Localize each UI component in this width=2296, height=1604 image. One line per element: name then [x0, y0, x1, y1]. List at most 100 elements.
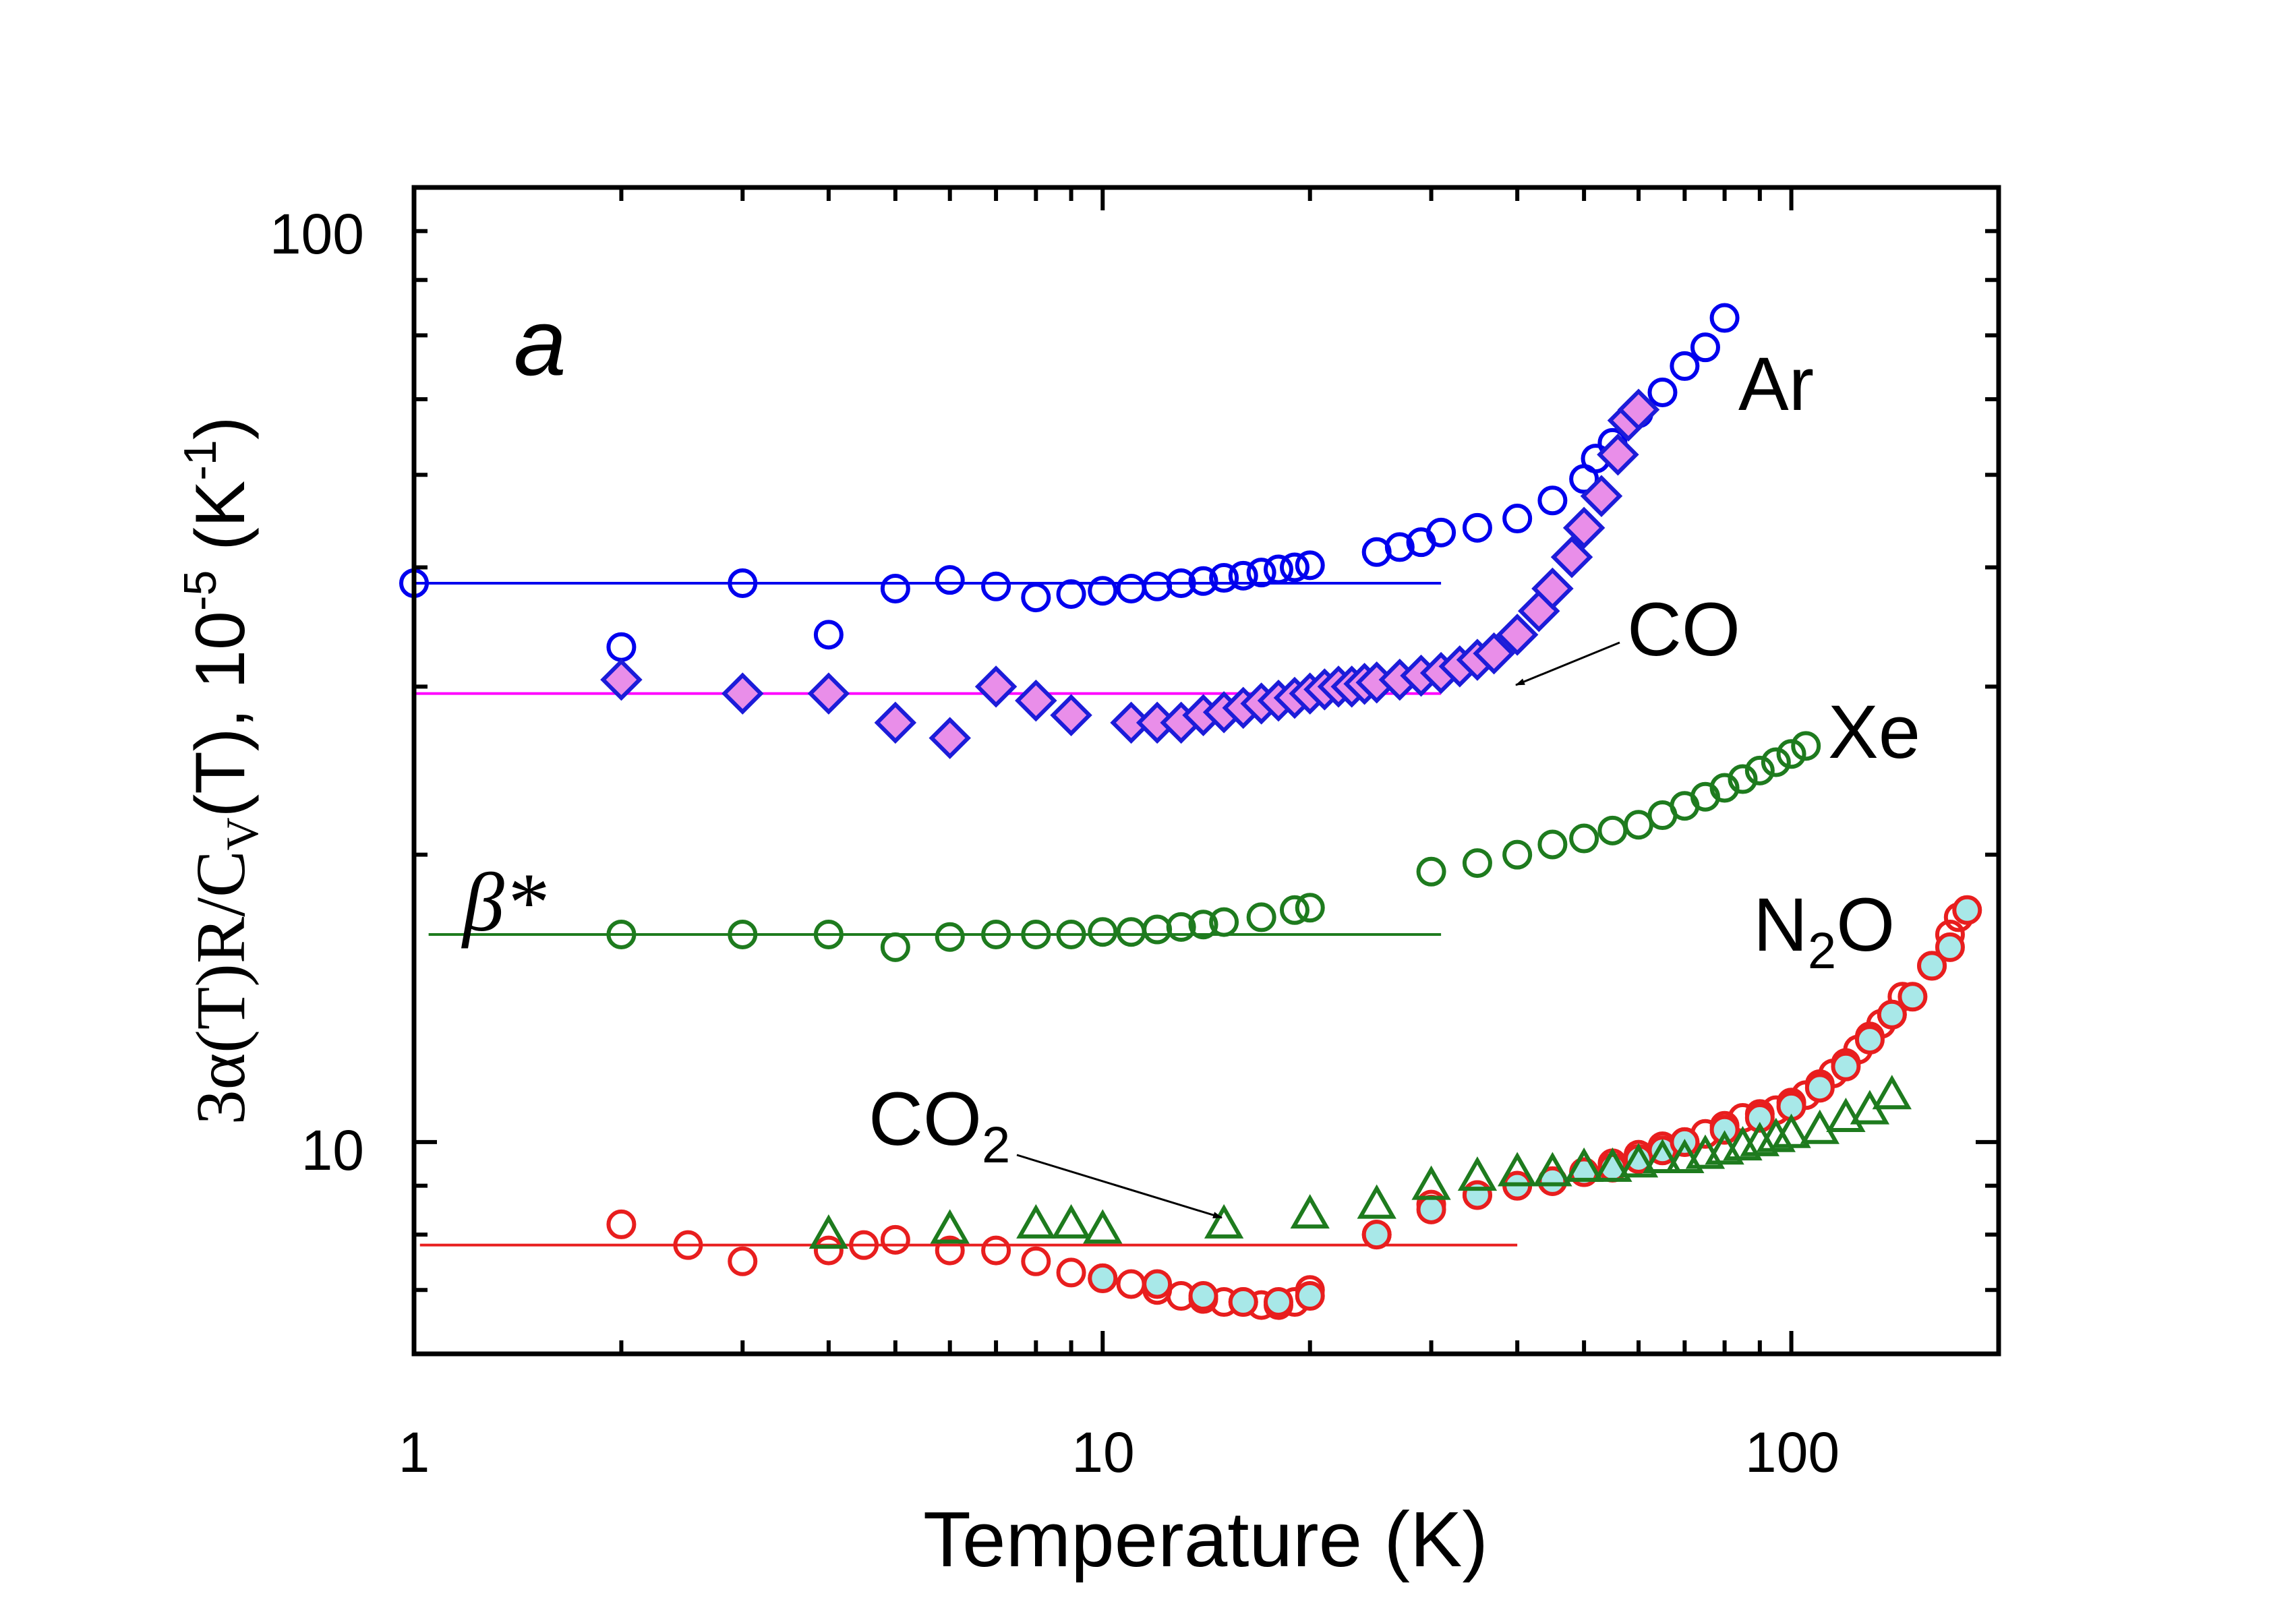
point-co2-8 — [1411, 1165, 1451, 1200]
label-beta-star: β* — [461, 856, 546, 949]
point-n2o-filled--2 — [1188, 1281, 1218, 1311]
point-n2o-filled--23 — [1897, 982, 1928, 1012]
point-co-0 — [600, 658, 643, 701]
point-ar-19 — [1295, 550, 1325, 581]
point-xe-30 — [1761, 747, 1791, 777]
x-tick-label-10: 10 — [1071, 1421, 1134, 1484]
point-n2o-8 — [1021, 1246, 1051, 1276]
point-co2-0 — [808, 1214, 849, 1249]
y-label-sub: V — [216, 817, 268, 850]
point-xe-9 — [1116, 917, 1146, 947]
label-n2o-base: N — [1753, 883, 1808, 967]
point-n2o-filled--1 — [1142, 1269, 1173, 1299]
point-ar-6 — [981, 571, 1011, 601]
series-co — [600, 388, 1660, 759]
point-ar-2 — [728, 568, 758, 598]
point-xe-1 — [728, 919, 758, 949]
point-xe-13 — [1209, 907, 1239, 937]
point-n2o-6 — [935, 1235, 965, 1266]
y-label-part1: 3α(T)R/C — [182, 850, 260, 1125]
point-n2o-filled--16 — [1709, 1115, 1740, 1145]
data-points — [399, 303, 1982, 1320]
x-tick-label-1: 1 — [399, 1421, 430, 1484]
point-xe-32 — [1791, 731, 1821, 761]
point-n2o-filled--6 — [1361, 1220, 1392, 1250]
point-ar-16 — [1246, 558, 1276, 588]
point-co2-3 — [1051, 1204, 1091, 1239]
point-ar-23 — [1426, 517, 1456, 547]
point-n2o-3 — [813, 1235, 844, 1266]
point-xe-11 — [1166, 912, 1196, 942]
point-n2o-filled--20 — [1831, 1051, 1861, 1081]
point-co2-10 — [1497, 1152, 1537, 1187]
point-co2-2 — [1016, 1204, 1056, 1239]
label-co2-base: CO — [869, 1077, 982, 1161]
y-label-sup2: -1 — [175, 440, 226, 480]
point-co2-21 — [1756, 1117, 1796, 1152]
point-ar-25 — [1502, 504, 1533, 534]
point-n2o-2 — [728, 1246, 758, 1276]
point-xe-27 — [1709, 773, 1740, 803]
point-n2o-5 — [880, 1224, 910, 1255]
label-co2-sub: 2 — [982, 1117, 1010, 1174]
plot-frame — [411, 185, 2001, 1357]
point-co-28 — [1473, 632, 1515, 675]
point-ar-5 — [935, 565, 965, 595]
point-co-6 — [1015, 679, 1057, 722]
point-co-4 — [929, 717, 971, 759]
point-xe-7 — [1056, 919, 1086, 949]
point-n2o-filled--5 — [1295, 1281, 1325, 1311]
point-ar-1 — [606, 632, 637, 662]
axis-ticks — [412, 185, 2001, 1356]
point-co-37 — [1617, 388, 1660, 431]
point-ar-24 — [1462, 512, 1492, 543]
arrow-co2 — [1016, 1154, 1223, 1219]
point-ar-21 — [1384, 532, 1415, 562]
point-ar-17 — [1263, 554, 1293, 585]
point-co2-12 — [1564, 1147, 1604, 1182]
point-n2o-filled--0 — [1088, 1263, 1118, 1293]
point-n2o-filled--19 — [1804, 1073, 1835, 1103]
point-ar-26 — [1537, 485, 1568, 516]
series-co2 — [808, 1075, 1912, 1249]
point-co2-13 — [1593, 1147, 1632, 1182]
point-n2o-filled--22 — [1877, 999, 1907, 1030]
point-ar-10 — [1116, 573, 1146, 603]
x-axis-label: Temperature (K) — [923, 1495, 1488, 1583]
point-n2o-11 — [1116, 1269, 1146, 1299]
point-ar-4 — [880, 573, 910, 603]
point-ar-7 — [1021, 583, 1051, 613]
label-ar: Ar — [1738, 342, 1814, 426]
point-n2o-filled--3 — [1228, 1287, 1258, 1317]
point-ar-15 — [1228, 560, 1258, 591]
point-co2-20 — [1740, 1121, 1780, 1156]
point-xe-5 — [981, 919, 1011, 949]
point-co-34 — [1580, 475, 1623, 518]
y-axis-label: 3α(T)R/CV(T), 10-5 (K-1) — [175, 417, 268, 1125]
point-co2-24 — [1826, 1098, 1866, 1133]
point-co-2 — [807, 672, 850, 715]
point-ar-31 — [1647, 377, 1678, 407]
point-n2o-filled--26 — [1952, 895, 1982, 925]
y-label-sup: -5 — [175, 570, 226, 611]
point-co2-7 — [1357, 1184, 1396, 1219]
point-co-33 — [1562, 506, 1606, 549]
point-xe-0 — [606, 919, 637, 949]
point-ar-18 — [1279, 552, 1309, 583]
point-ar-14 — [1209, 563, 1239, 593]
point-co-29 — [1496, 614, 1539, 656]
point-co-35 — [1597, 433, 1639, 476]
y-label-part4: ) — [181, 417, 260, 440]
point-xe-2 — [813, 919, 844, 949]
y-tick-label-10: 10 — [301, 1119, 364, 1182]
series-xe — [606, 731, 1821, 962]
x-tick-label-100: 100 — [1745, 1421, 1839, 1484]
point-co2-23 — [1800, 1109, 1840, 1144]
point-ar-12 — [1166, 568, 1196, 598]
point-co-3 — [874, 701, 917, 744]
point-co2-14 — [1618, 1143, 1659, 1178]
label-n2o: N2O — [1753, 883, 1895, 980]
point-co2-11 — [1533, 1152, 1572, 1187]
point-xe-6 — [1021, 919, 1051, 949]
